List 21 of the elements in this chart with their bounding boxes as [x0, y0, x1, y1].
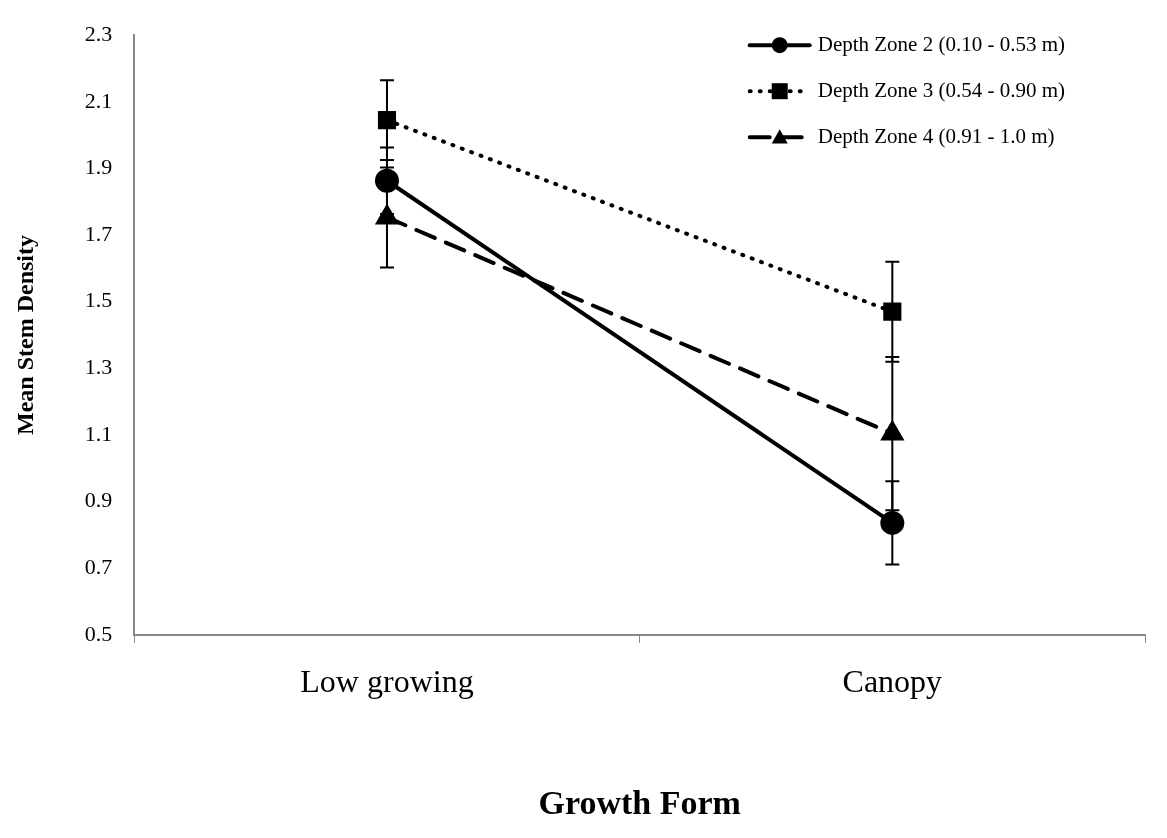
x-tick-label: Canopy	[842, 663, 943, 700]
y-axis-title: Mean Stem Density	[11, 235, 38, 435]
y-tick-label: 1.9	[84, 154, 113, 180]
y-tick-label: 1.1	[84, 420, 113, 446]
y-tick-label: 1.3	[84, 354, 113, 380]
point	[377, 111, 397, 130]
y-tick-label: 0.5	[84, 620, 113, 646]
y-tick-label: 1.5	[84, 287, 113, 313]
legend-label: Depth Zone 4 (0.91 - 1.0 m)	[817, 123, 1055, 148]
y-tick-label: 0.7	[84, 553, 113, 579]
y-tick-label: 0.9	[84, 487, 113, 513]
y-tick-label: 2.3	[84, 20, 113, 46]
y-tick-label: 2.1	[84, 87, 113, 113]
point	[374, 168, 399, 193]
point	[883, 302, 902, 321]
x-tick-label: Low growing	[300, 663, 474, 700]
point	[880, 510, 905, 535]
y-tick-label: 1.7	[84, 220, 113, 246]
legend-label: Depth Zone 3 (0.54 - 0.90 m)	[817, 77, 1066, 102]
x-axis-title: Growth Form	[538, 784, 741, 822]
legend-label: Depth Zone 2 (0.10 - 0.53 m)	[817, 31, 1066, 56]
